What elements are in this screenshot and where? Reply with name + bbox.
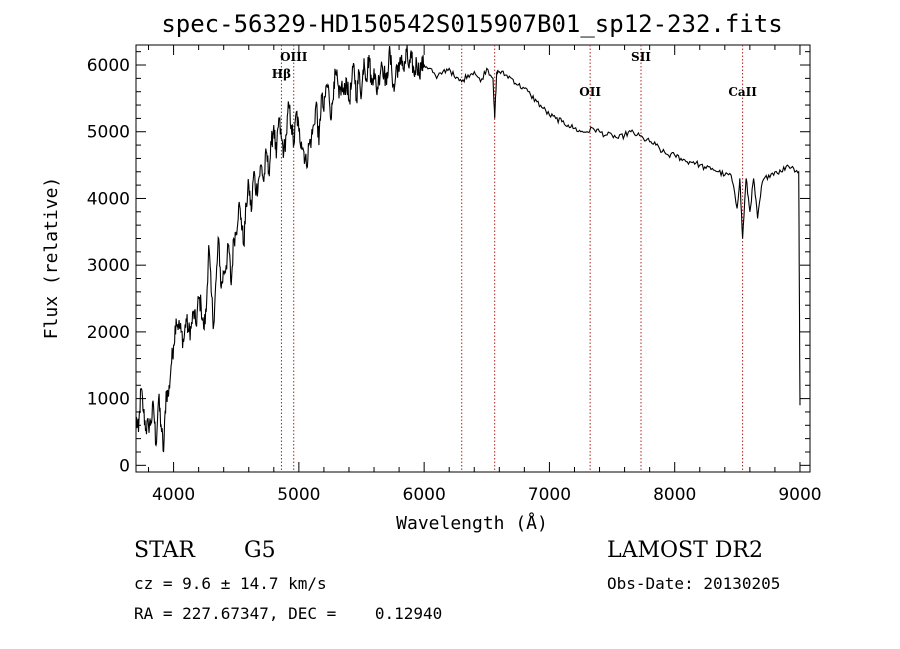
x-tick-label: 8000 <box>653 485 696 505</box>
object-class: STAR <box>134 538 195 563</box>
y-tick-label: 5000 <box>87 123 130 143</box>
x-tick-label: 6000 <box>403 485 446 505</box>
spectral-line-label: OIII <box>280 50 308 64</box>
y-tick-label: 2000 <box>87 323 130 343</box>
spectral-line-label: CaII <box>728 85 757 99</box>
y-tick-label: 3000 <box>87 256 130 276</box>
plot-frame <box>135 44 811 473</box>
x-axis: 4000 5000 6000 7000 8000 9000 <box>148 45 822 505</box>
spectrum-line <box>135 45 801 453</box>
y-axis: 0 1000 2000 3000 4000 5000 6000 <box>87 51 810 476</box>
plot-area <box>135 44 811 473</box>
x-tick-label: 5000 <box>277 485 320 505</box>
redshift-readout: cz = 9.6 ± 14.7 km/s <box>134 574 327 593</box>
y-tick-label: 0 <box>119 456 130 476</box>
obs-date: Obs-Date: 20130205 <box>607 574 781 593</box>
spectral-line-label: Hβ <box>272 67 291 81</box>
x-tick-label: 4000 <box>152 485 195 505</box>
coordinates: RA = 227.67347, DEC = 0.12940 <box>134 604 443 623</box>
y-tick-label: 1000 <box>87 390 130 410</box>
y-tick-label: 6000 <box>87 56 130 76</box>
y-tick-label: 4000 <box>87 189 130 209</box>
spectrum-series <box>135 45 801 453</box>
x-tick-label: 7000 <box>528 485 571 505</box>
x-axis-label: Wavelength (Å) <box>396 512 548 534</box>
survey-name: LAMOST DR2 <box>607 538 763 563</box>
object-subclass: G5 <box>244 538 276 563</box>
spectral-line-label: SII <box>631 50 651 64</box>
y-axis-label: Flux (relative) <box>41 177 62 340</box>
spectral-line-markers: Hβ OIII OII SII CaII <box>272 45 757 472</box>
chart-title: spec-56329-HD150542S015907B01_sp12-232.f… <box>161 10 782 38</box>
spectral-line-label: OII <box>579 85 601 99</box>
x-tick-label: 9000 <box>778 485 821 505</box>
